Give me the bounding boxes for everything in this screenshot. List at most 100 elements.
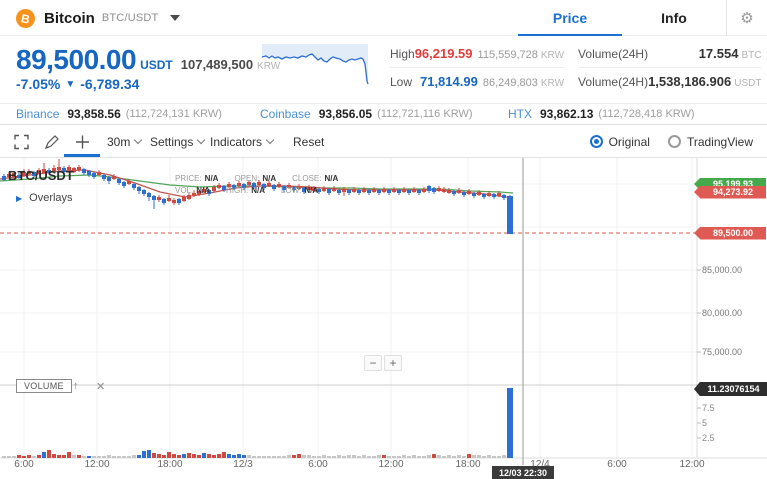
price-krw-unit: KRW — [257, 61, 281, 72]
axes — [0, 158, 767, 459]
stat-high: High 96,219.59 115,559,728 KRW — [390, 40, 565, 68]
chart-symbol-label: BTC/USDT — [8, 168, 74, 183]
header-tabs: Price Info ⚙ — [518, 0, 767, 37]
high-krw: 115,559,728 — [477, 48, 538, 61]
gear-icon[interactable]: ⚙ — [740, 10, 754, 27]
volume-value-badge: 11.23076154 — [694, 382, 767, 396]
chevron-down-icon — [197, 135, 206, 145]
volume-axis-label: 7.5 — [702, 403, 715, 413]
time-axis-label: 12:00 — [378, 459, 404, 470]
ohlc-info-row: PRICE: N/A OPEN: N/A CLOSE: N/A — [175, 168, 338, 186]
time-axis-label: 6:00 — [308, 459, 328, 470]
coin-name: Bitcoin — [44, 9, 95, 27]
zoom-controls: − + — [364, 355, 402, 371]
chart-view-switch: Original TradingView — [589, 135, 753, 149]
tab-price[interactable]: Price — [518, 0, 622, 37]
volume-usdt-value: 1,538,186.906 — [648, 74, 732, 89]
time-axis-label: 18:00 — [157, 459, 183, 470]
indicators-dropdown[interactable]: Indicators — [210, 135, 275, 149]
time-axis-label: 18:00 — [455, 459, 481, 470]
fullscreen-button[interactable] — [14, 134, 29, 149]
add-indicator-button[interactable] — [75, 134, 90, 149]
volume-bars-layer — [2, 388, 513, 458]
coin-selector[interactable]: B Bitcoin BTC/USDT — [14, 0, 181, 36]
coin-pair: BTC/USDT — [101, 12, 159, 24]
chevron-down-icon — [265, 135, 275, 145]
chart-toolbar: 30m Settings Indicators Reset Original T… — [0, 126, 767, 158]
radio-original[interactable]: Original — [589, 135, 650, 149]
change-value: -6,789.34 — [80, 76, 140, 92]
time-axis-label: 6:00 — [14, 459, 34, 470]
exchange-name[interactable]: Binance — [16, 107, 60, 121]
exchange-krw: (112,724,131 KRW) — [125, 108, 222, 120]
price-unit: USDT — [140, 58, 173, 72]
overlays-toggle[interactable]: ▶ Overlays — [16, 192, 73, 204]
down-arrow-icon: ▼ — [65, 78, 76, 90]
stat-low: Low 71,814.99 86,249,803 KRW — [390, 74, 565, 89]
close-icon[interactable]: ✕ — [96, 381, 106, 393]
interval-dropdown[interactable]: 30m — [107, 135, 143, 149]
high-value: 96,219.59 — [414, 45, 473, 61]
time-axis-label: 12/3 — [233, 459, 253, 470]
exchange-krw: (112,721,116 KRW) — [377, 108, 473, 120]
draw-button[interactable] — [44, 134, 60, 150]
exchange-quote-binance[interactable]: Binance 93,858.56 (112,724,131 KRW) — [16, 104, 222, 124]
info-pair: LOW: N/A — [281, 186, 319, 195]
radio-selected-icon — [589, 135, 603, 148]
radio-unselected-icon — [667, 135, 681, 148]
stats-grid: High 96,219.59 115,559,728 KRW Volume(24H)… — [390, 40, 762, 96]
info-pair: CLOSE: N/A — [292, 174, 339, 183]
stat-volume-usdt: Volume(24H) 1,538,186.906 USDT — [578, 74, 762, 89]
y-axis-label: 75,000.00 — [702, 347, 743, 357]
time-axis-label: 6:00 — [607, 459, 627, 470]
pencil-icon — [44, 134, 59, 149]
volume-btc-value: 17.554 — [698, 45, 739, 61]
price-change: -7.05% ▼ -6,789.34 — [16, 76, 139, 92]
time-axis-label: 12:00 — [679, 459, 705, 470]
settings-dropdown[interactable]: Settings — [150, 135, 206, 149]
exchange-ticker-row: Binance 93,858.56 (112,724,131 KRW) Coinbas… — [0, 103, 767, 125]
exchange-krw: (112,728,418 KRW) — [598, 108, 695, 120]
current-price: 89,500.00 USDT 107,489,500 KRW — [16, 44, 280, 76]
candlestick-chart — [0, 158, 767, 465]
candles-layer — [2, 159, 513, 234]
gridlines — [0, 158, 697, 458]
crosshair-time-tooltip: 12/03 22:30 — [491, 466, 555, 479]
bitcoin-logo-icon: B — [14, 6, 37, 30]
chart-area[interactable]: BTC/USDT PRICE: N/A OPEN: N/A CLOSE: N/A VOL:… — [0, 158, 767, 479]
move-up-icon[interactable]: ↑ — [73, 380, 79, 392]
tab-divider — [726, 0, 727, 36]
radio-tradingview[interactable]: TradingView — [667, 135, 753, 149]
play-icon: ▶ — [16, 193, 23, 203]
exchange-name[interactable]: Coinbase — [260, 107, 311, 121]
info-pair: HIGH: N/A — [226, 186, 266, 195]
chevron-down-icon — [134, 135, 143, 145]
exchange-quote-coinbase[interactable]: Coinbase 93,856.05 (112,721,116 KRW) — [260, 104, 472, 124]
plus-icon — [76, 135, 89, 148]
price-tag: 89,500.00 — [694, 226, 766, 240]
price-usdt: 89,500.00 — [16, 44, 137, 75]
volume-pane-label: VOLUME — [16, 379, 72, 393]
page-header: B Bitcoin BTC/USDT Price Info ⚙ — [0, 0, 767, 37]
exchange-quote-htx[interactable]: HTX 93,862.13 (112,728,418 KRW) — [508, 104, 695, 124]
exchange-price: 93,858.56 — [67, 107, 121, 121]
zoom-out-button[interactable]: − — [364, 355, 382, 371]
fullscreen-icon — [14, 134, 29, 149]
sparkline-chart — [262, 44, 369, 85]
info-pair: PRICE: N/A — [175, 174, 219, 183]
reset-button[interactable]: Reset — [293, 134, 325, 149]
vol-info-row: VOL: N/A HIGH: N/A LOW: N/A — [175, 180, 318, 198]
zoom-in-button[interactable]: + — [384, 355, 402, 371]
exchange-name[interactable]: HTX — [508, 107, 532, 121]
change-percent: -7.05% — [16, 76, 61, 92]
y-axis-label: 80,000.00 — [702, 308, 743, 318]
info-pair: OPEN: N/A — [234, 174, 277, 183]
caret-down-icon[interactable] — [170, 15, 181, 21]
price-summary: 89,500.00 USDT 107,489,500 KRW -7.05% ▼ … — [0, 36, 767, 103]
tab-info[interactable]: Info — [661, 10, 687, 26]
info-pair: VOL: N/A — [175, 186, 211, 195]
price-tag: 94,273.92 — [694, 185, 766, 199]
time-axis-label: 12:00 — [84, 459, 110, 470]
low-krw: 86,249,803 — [482, 77, 538, 89]
